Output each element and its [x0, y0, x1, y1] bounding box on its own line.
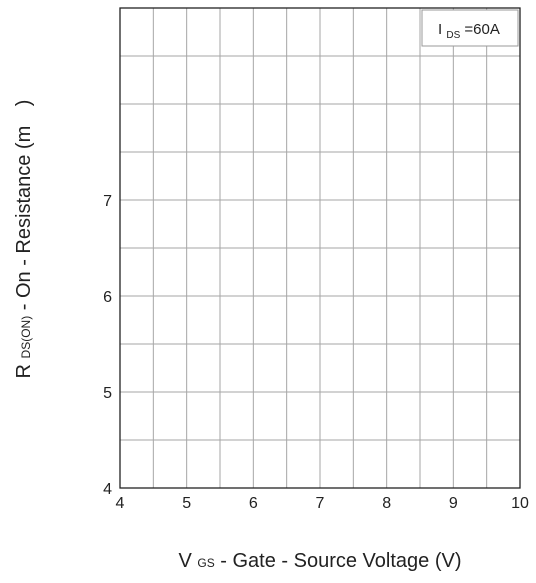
x-tick-label: 9	[449, 495, 458, 512]
y-tick-label: 5	[103, 385, 112, 402]
y-axis-title-rest: - On - Resistance (m	[13, 126, 35, 310]
y-tick-labels: 4 5 6 7	[103, 193, 112, 498]
y-axis-title-end: )	[13, 100, 35, 107]
x-tick-label: 4	[116, 495, 125, 512]
grid	[120, 8, 520, 488]
x-tick-label: 10	[511, 495, 529, 512]
x-axis-title-rest: - Gate - Source Voltage (V)	[220, 550, 461, 572]
y-tick-label: 7	[103, 193, 112, 210]
x-tick-label: 8	[382, 495, 391, 512]
plot-frame	[119, 7, 521, 489]
annotation-frame	[421, 9, 519, 47]
annotation-main: I	[438, 21, 442, 38]
x-axis-title-subscript: GS	[197, 556, 214, 570]
annotation-subscript: DS	[446, 30, 460, 41]
x-tick-label: 5	[182, 495, 191, 512]
x-tick-label: 7	[316, 495, 325, 512]
annotation-box: I DS =60A	[421, 9, 519, 47]
x-axis-title-main: V	[178, 550, 192, 572]
x-tick-labels: 4 5 6 7 8 9 10	[116, 495, 529, 512]
x-axis-title: V GS - Gate - Source Voltage (V)	[178, 550, 461, 572]
y-axis-title: R DS(ON) - On - Resistance (m )	[13, 100, 35, 379]
annotation-text: I DS =60A	[438, 21, 500, 42]
y-axis-title-main: R	[13, 364, 35, 378]
annotation-rest: =60A	[464, 21, 499, 38]
y-tick-label: 4	[103, 481, 112, 498]
y-tick-label: 6	[103, 289, 112, 306]
x-tick-label: 6	[249, 495, 258, 512]
y-axis-title-subscript: DS(ON)	[19, 316, 33, 359]
